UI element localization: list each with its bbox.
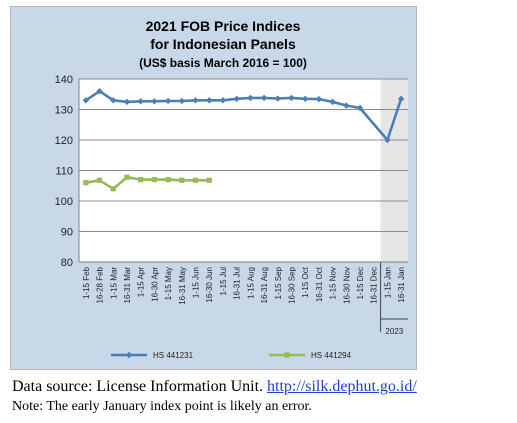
x-tick-label: 1-15 Jan bbox=[383, 267, 392, 298]
data-point bbox=[329, 98, 336, 106]
note-text: Note: The early January index point is l… bbox=[12, 399, 312, 414]
y-tick-label: 80 bbox=[61, 257, 73, 269]
data-point bbox=[110, 97, 117, 104]
data-point bbox=[151, 98, 158, 105]
data-point bbox=[260, 94, 268, 102]
chart-svg: 80 90 100 110 120 130 140 1-15 Feb 16-28 Feb 1-15… bbox=[55, 18, 408, 360]
legend-label: HS 441231 bbox=[153, 351, 194, 360]
x-tick-label: 16-31 Aug bbox=[260, 267, 269, 303]
data-point bbox=[343, 102, 350, 109]
y-tick-label: 110 bbox=[55, 166, 73, 178]
data-point bbox=[179, 177, 185, 183]
x-tick-label: 1-15 Dec bbox=[356, 267, 365, 299]
data-point bbox=[288, 94, 295, 102]
x-tick-label: 16-30 Sep bbox=[287, 266, 296, 303]
x-tick-label: 1-15 Feb bbox=[82, 266, 91, 299]
data-point bbox=[247, 94, 254, 102]
x-tick-label: 1-15 May bbox=[164, 267, 173, 300]
data-point bbox=[219, 97, 227, 104]
source-text: Data source: License Information Unit. bbox=[12, 378, 264, 395]
data-point bbox=[138, 177, 144, 183]
data-point bbox=[192, 177, 199, 183]
x-tick-label: 16-31 Dec bbox=[370, 267, 379, 304]
legend-marker bbox=[284, 352, 290, 358]
data-point bbox=[110, 186, 116, 192]
data-point bbox=[124, 174, 130, 180]
data-point bbox=[151, 177, 157, 183]
data-point bbox=[274, 95, 281, 102]
legend-marker bbox=[125, 351, 133, 359]
chart-title: (US$ basis March 2016 = 100) bbox=[139, 56, 307, 70]
chart-title: 2021 FOB Price Indices bbox=[146, 18, 301, 34]
data-point bbox=[233, 95, 240, 103]
source-link[interactable]: http://silk.dephut.go.id/ bbox=[267, 378, 417, 395]
y-tick-label: 130 bbox=[55, 105, 73, 117]
data-point bbox=[96, 88, 103, 95]
data-point bbox=[384, 136, 391, 144]
data-point bbox=[178, 97, 186, 105]
source-line: Data source: License Information Unit. h… bbox=[12, 376, 512, 397]
y-tick-label: 90 bbox=[61, 227, 73, 239]
data-point bbox=[83, 180, 89, 186]
y-tick-label: 140 bbox=[55, 74, 73, 86]
chart-frame: 80 90 100 110 120 130 140 1-15 Feb 16-28 Feb 1-15… bbox=[10, 6, 417, 370]
caption: Data source: License Information Unit. h… bbox=[12, 376, 512, 417]
x-tick-label: 16-30 Apr bbox=[150, 267, 159, 302]
x-tick-label: 1-15 Jul bbox=[219, 267, 228, 296]
x-tick-label: 1-15 Jun bbox=[192, 267, 201, 298]
x-tick-label: 1-15 Mar bbox=[109, 267, 118, 299]
x-tick-label: 16-31 Jul bbox=[233, 267, 242, 300]
chart-title: for Indonesian Panels bbox=[150, 36, 296, 52]
x-tick-label: 16-31 May bbox=[178, 267, 187, 305]
y-tick-label: 120 bbox=[55, 135, 73, 147]
series-line bbox=[85, 175, 210, 191]
x-tick-label: 16-31 Oct bbox=[315, 266, 324, 302]
x-tick-label: 1-15 Nov bbox=[329, 267, 338, 299]
data-point bbox=[192, 97, 199, 104]
data-point bbox=[315, 95, 323, 103]
data-point bbox=[206, 177, 212, 183]
data-point bbox=[82, 97, 90, 104]
x-tick-label: 16-28 Feb bbox=[96, 266, 105, 303]
data-point bbox=[397, 95, 405, 103]
data-point bbox=[206, 97, 213, 104]
x-tick-label: 16-31 Jan bbox=[397, 267, 406, 303]
x-tick-label: 1-15 Oct bbox=[301, 266, 310, 297]
data-point bbox=[301, 95, 309, 103]
x-tick-label: 16-30 Nov bbox=[342, 267, 351, 304]
legend-label: HS 441294 bbox=[311, 351, 352, 360]
x-tick-label: 16-30 Jun bbox=[205, 267, 214, 303]
data-point bbox=[164, 97, 172, 105]
year-label: 2023 bbox=[385, 327, 403, 336]
y-tick-label: 100 bbox=[55, 196, 73, 208]
x-tick-label: 1-15 Aug bbox=[246, 267, 255, 299]
x-tick-label: 1-15 Apr bbox=[137, 267, 146, 298]
data-point bbox=[165, 177, 171, 183]
x-tick-label: 1-15 Sep bbox=[274, 266, 283, 299]
data-point bbox=[137, 98, 144, 105]
data-point bbox=[123, 98, 131, 106]
data-point bbox=[356, 104, 364, 112]
data-point bbox=[96, 177, 103, 183]
x-tick-label: 16-31 Mar bbox=[123, 267, 132, 304]
